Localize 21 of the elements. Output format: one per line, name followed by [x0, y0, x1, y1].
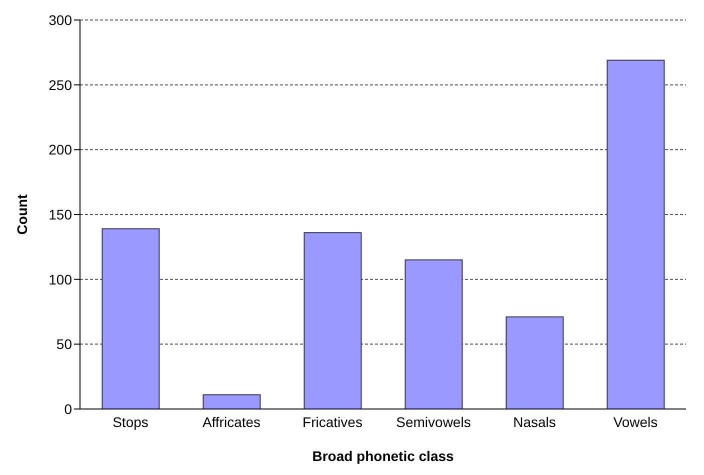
bar [102, 228, 160, 409]
x-tick-label: Stops [112, 414, 148, 430]
y-tick-label: 200 [48, 142, 72, 158]
x-tick-label: Nasals [513, 414, 556, 430]
x-tick-label: Semivowels [396, 414, 471, 430]
y-tick-label: 150 [48, 206, 72, 222]
bar [606, 60, 665, 409]
x-axis-title: Broad phonetic class [312, 448, 454, 464]
y-tick-label: 250 [48, 76, 72, 93]
bar [506, 316, 564, 409]
bar [404, 259, 463, 409]
y-tick-label: 0 [64, 400, 72, 417]
x-tick-label: Fricatives [302, 414, 362, 430]
y-tick-label: 300 [48, 12, 72, 28]
bar [202, 394, 261, 409]
x-tick-label: Affricates [202, 414, 261, 430]
bar [304, 232, 362, 409]
y-tick-label: 100 [48, 271, 72, 288]
x-tick-label: Vowels [613, 414, 658, 430]
y-axis-title: Count [14, 194, 30, 235]
y-tick-label: 50 [56, 336, 72, 352]
